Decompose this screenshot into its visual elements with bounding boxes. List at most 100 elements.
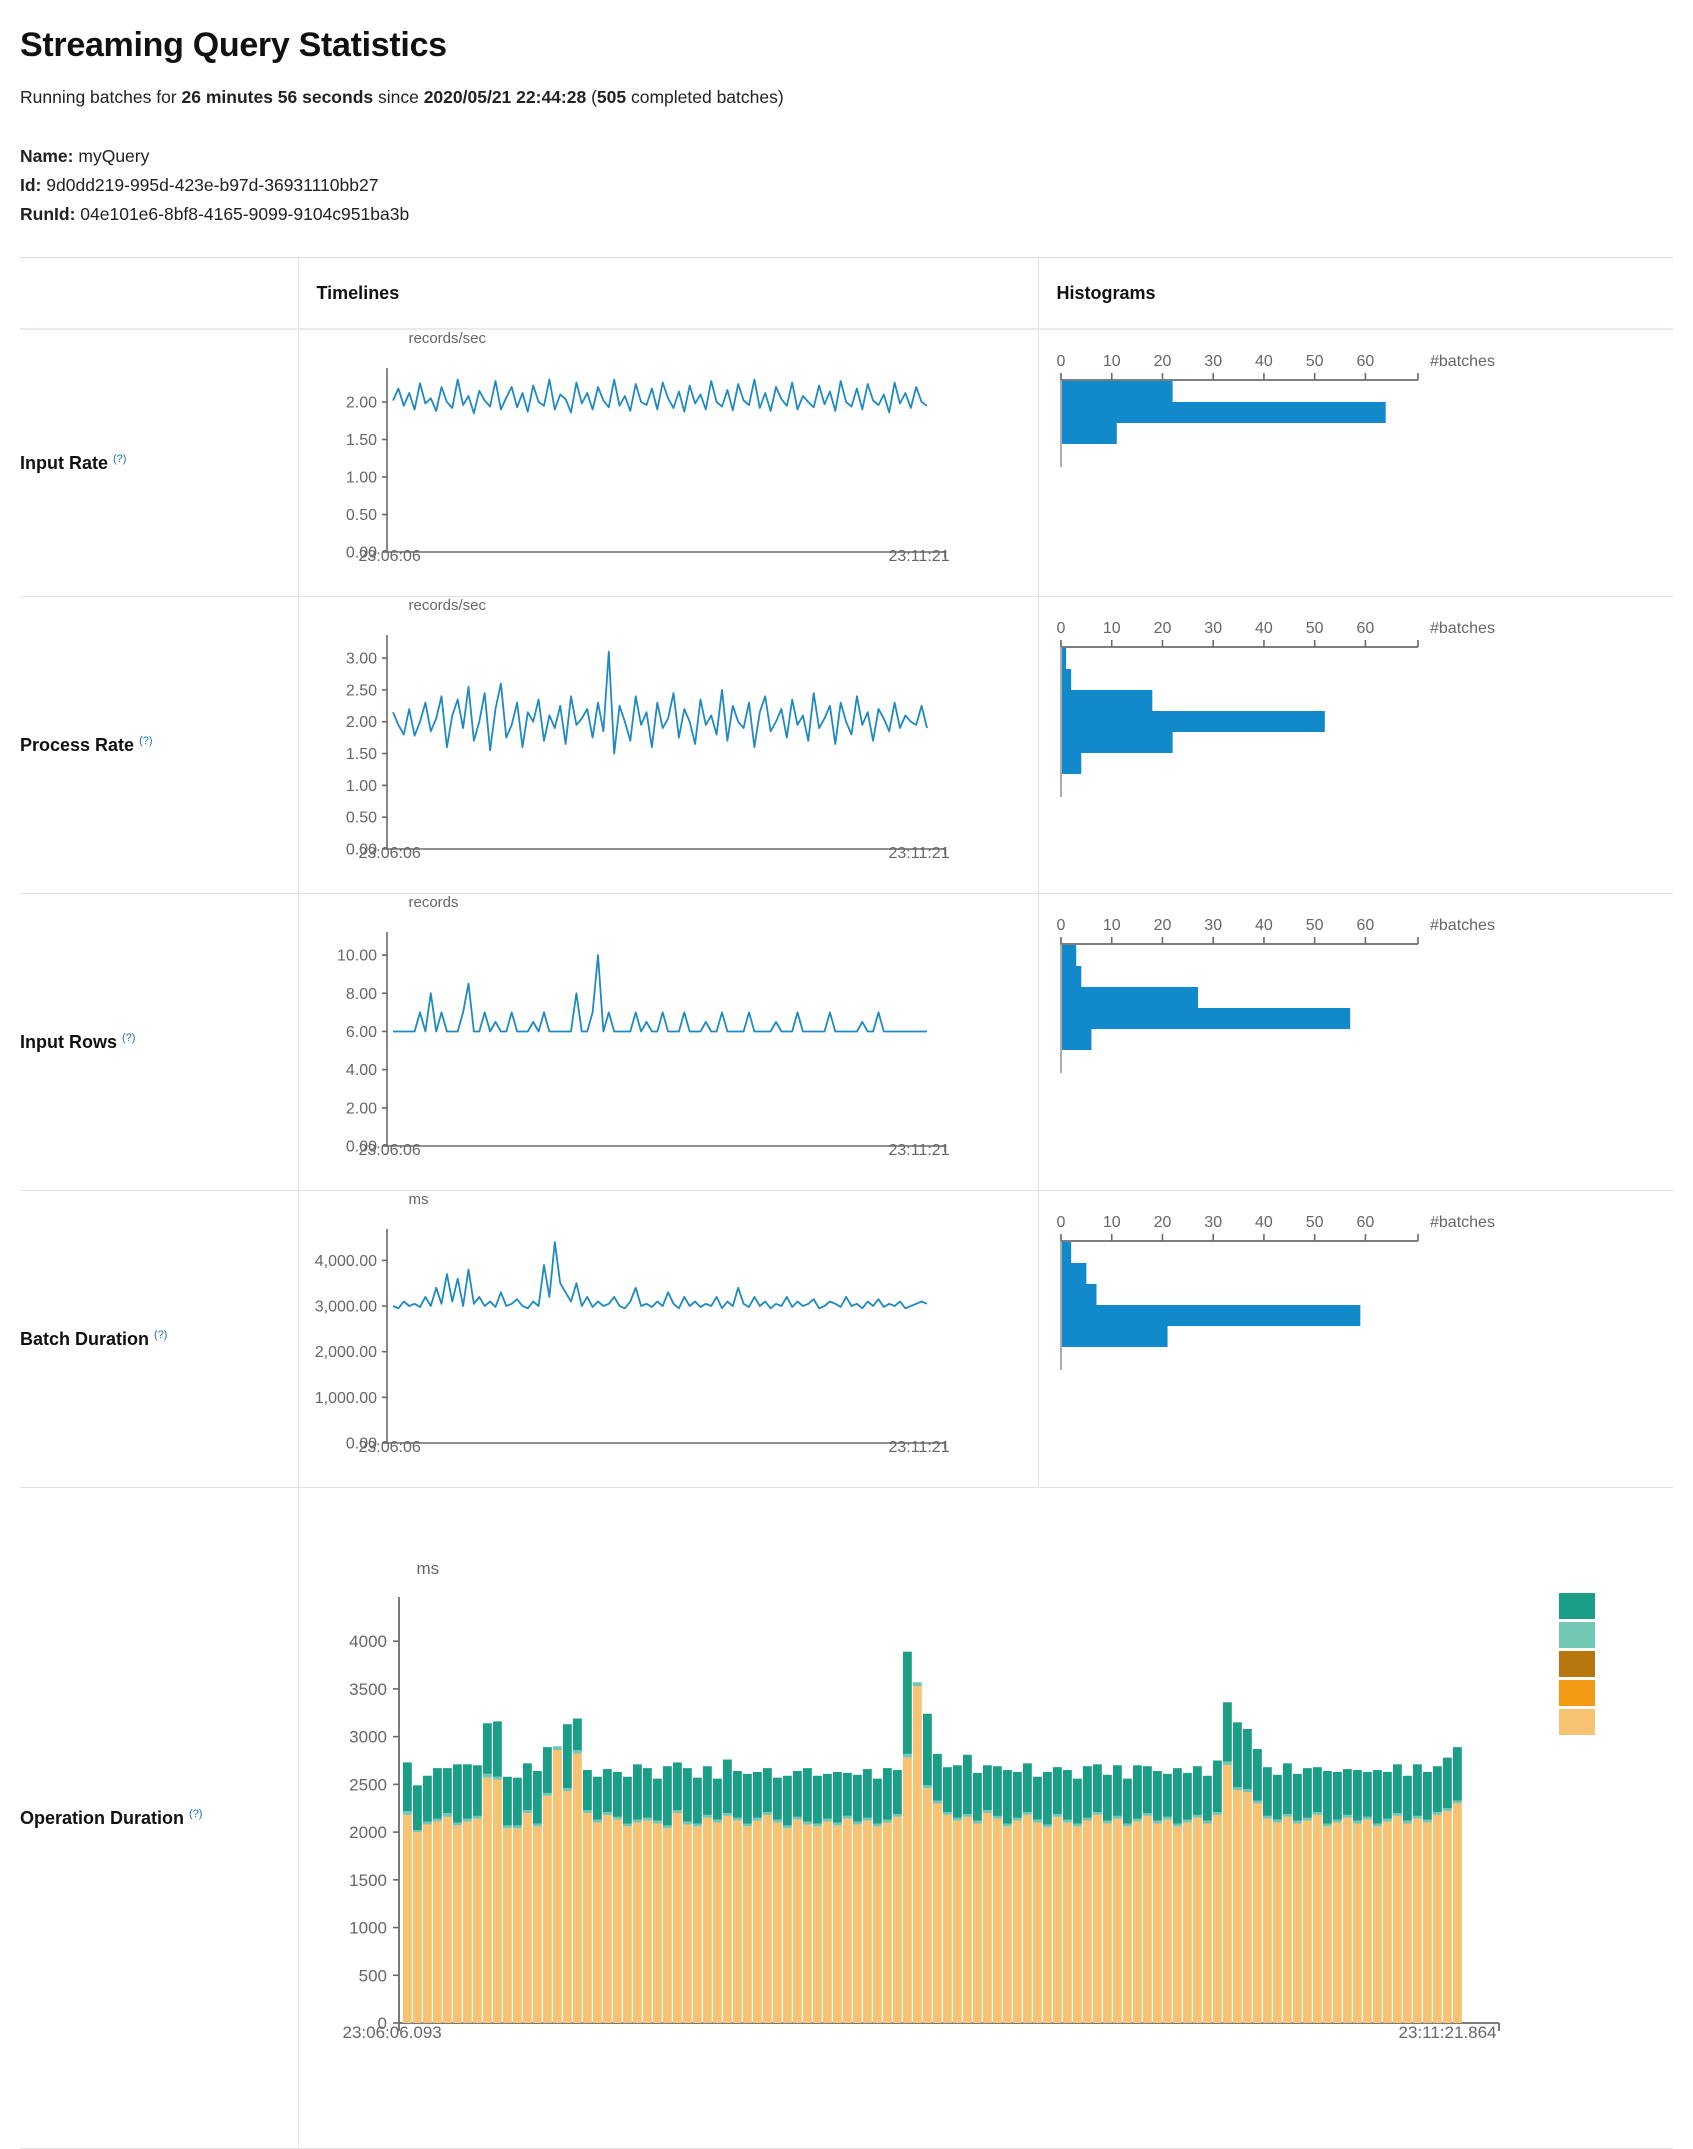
svg-text:30: 30 bbox=[1204, 353, 1222, 370]
svg-text:40: 40 bbox=[1255, 1214, 1273, 1231]
meta-name-value: myQuery bbox=[78, 146, 150, 166]
svg-text:40: 40 bbox=[1255, 353, 1273, 370]
svg-text:60: 60 bbox=[1356, 917, 1374, 934]
timeline-chart-input-rows: 10.00 8.00 6.00 4.00 2.00 0.00 records 23:06:06… bbox=[298, 893, 1039, 1192]
svg-text:0: 0 bbox=[1056, 353, 1065, 370]
operation-duration-chart: 4000 3500 3000 2500 2000 1500 1000 500 0 ms 23:06:… bbox=[298, 1487, 1673, 2149]
summary-suffix: completed batches) bbox=[626, 87, 784, 107]
header-blank bbox=[20, 257, 299, 331]
svg-text:60: 60 bbox=[1356, 620, 1374, 637]
timeline-start-time: 23:06:06 bbox=[358, 845, 421, 863]
table-row: Process Rate (?) 3.00 2.50 2.00 1.50 1.00 0.50… bbox=[20, 596, 1673, 895]
svg-text:1.00: 1.00 bbox=[345, 778, 376, 795]
svg-text:30: 30 bbox=[1204, 1214, 1222, 1231]
timeline-unit-label: ms bbox=[408, 1191, 429, 1209]
svg-text:0.50: 0.50 bbox=[345, 507, 376, 524]
svg-text:2,000.00: 2,000.00 bbox=[314, 1345, 376, 1362]
svg-text:2.00: 2.00 bbox=[345, 715, 376, 732]
row-label-text: Operation Duration bbox=[20, 1807, 185, 1828]
svg-text:20: 20 bbox=[1153, 1214, 1171, 1231]
meta-name-row: Name: myQuery bbox=[20, 142, 1673, 171]
timeline-unit-label: records/sec bbox=[408, 330, 487, 348]
svg-text:3.00: 3.00 bbox=[345, 651, 376, 668]
help-icon[interactable]: (?) bbox=[113, 452, 127, 465]
svg-text:1500: 1500 bbox=[349, 1871, 387, 1890]
table-row: Batch Duration (?) 4,000.00 3,000.00 2,000.… bbox=[20, 1190, 1673, 1489]
svg-text:3000: 3000 bbox=[349, 1728, 387, 1747]
meta-id-label: Id: bbox=[20, 175, 42, 196]
operation-duration-unit-label: ms bbox=[416, 1559, 440, 1579]
summary-duration: 26 minutes 56 seconds bbox=[181, 87, 374, 107]
svg-text:10: 10 bbox=[1102, 917, 1120, 934]
table-row: Operation Duration (?) 4000 3500 3000 2500 20… bbox=[20, 1487, 1673, 2149]
timeline-start-time: 23:06:06 bbox=[358, 548, 421, 566]
svg-text:50: 50 bbox=[1305, 620, 1323, 637]
timeline-chart-batch-duration: 4,000.00 3,000.00 2,000.00 1,000.00 0.00 ms 23… bbox=[298, 1190, 1039, 1489]
timeline-end-time: 23:11:21 bbox=[888, 1439, 950, 1457]
svg-text:0.50: 0.50 bbox=[345, 810, 376, 827]
svg-text:3500: 3500 bbox=[349, 1680, 387, 1699]
help-icon[interactable]: (?) bbox=[189, 1807, 203, 1820]
operation-duration-end-time: 23:11:21.864 bbox=[1398, 2023, 1497, 2043]
svg-text:60: 60 bbox=[1356, 353, 1374, 370]
row-label-process-rate: Process Rate (?) bbox=[20, 596, 299, 895]
histogram-chart-input-rows: 0 10 20 30 40 50 60 #batches bbox=[1038, 893, 1673, 1192]
row-label-batch-duration: Batch Duration (?) bbox=[20, 1190, 299, 1489]
summary-open-paren: ( bbox=[586, 87, 597, 107]
svg-text:4,000.00: 4,000.00 bbox=[314, 1253, 376, 1270]
help-icon[interactable]: (?) bbox=[154, 1328, 168, 1341]
svg-text:0.00: 0.00 bbox=[345, 842, 376, 859]
page-title: Streaming Query Statistics bbox=[20, 26, 447, 64]
svg-text:3,000.00: 3,000.00 bbox=[314, 1299, 376, 1316]
histogram-chart-input-rate: 0 10 20 30 40 50 60 #batches bbox=[1038, 329, 1673, 598]
header-histograms: Histograms bbox=[1038, 257, 1673, 331]
summary-mid: since bbox=[373, 87, 424, 107]
svg-text:8.00: 8.00 bbox=[345, 986, 376, 1003]
row-label-input-rate: Input Rate (?) bbox=[20, 329, 299, 598]
legend-swatch-3[interactable] bbox=[1558, 1651, 1595, 1678]
timeline-start-time: 23:06:06 bbox=[358, 1439, 421, 1457]
svg-text:#batches: #batches bbox=[1430, 917, 1495, 934]
svg-text:0.00: 0.00 bbox=[345, 1436, 376, 1453]
meta-name-label: Name: bbox=[20, 146, 74, 166]
running-batches-summary: Running batches for 26 minutes 56 second… bbox=[20, 87, 1673, 108]
svg-text:1.50: 1.50 bbox=[345, 746, 376, 763]
svg-text:4.00: 4.00 bbox=[345, 1063, 376, 1080]
svg-text:10.00: 10.00 bbox=[336, 948, 376, 965]
meta-runid-label: RunId: bbox=[20, 204, 76, 225]
summary-since-timestamp: 2020/05/21 22:44:28 bbox=[423, 87, 587, 107]
legend-swatch-5[interactable] bbox=[1558, 1709, 1595, 1736]
row-label-text: Process Rate bbox=[20, 734, 135, 755]
svg-text:10: 10 bbox=[1102, 353, 1120, 370]
header-timelines: Timelines bbox=[298, 257, 1039, 331]
row-label-text: Input Rows bbox=[20, 1031, 117, 1052]
svg-text:30: 30 bbox=[1204, 917, 1222, 934]
legend-swatch-4[interactable] bbox=[1558, 1680, 1595, 1707]
svg-text:0: 0 bbox=[1056, 917, 1065, 934]
timeline-start-time: 23:06:06 bbox=[358, 1142, 421, 1160]
timeline-end-time: 23:11:21 bbox=[888, 1142, 950, 1160]
svg-text:10: 10 bbox=[1102, 1214, 1120, 1231]
svg-text:#batches: #batches bbox=[1430, 620, 1495, 637]
svg-text:50: 50 bbox=[1305, 353, 1323, 370]
svg-text:40: 40 bbox=[1255, 620, 1273, 637]
help-icon[interactable]: (?) bbox=[139, 734, 153, 747]
svg-text:30: 30 bbox=[1204, 620, 1222, 637]
svg-text:6.00: 6.00 bbox=[345, 1024, 376, 1041]
svg-text:500: 500 bbox=[358, 1967, 386, 1986]
svg-text:1,000.00: 1,000.00 bbox=[314, 1390, 376, 1407]
row-label-operation-duration: Operation Duration (?) bbox=[20, 1487, 299, 2149]
svg-text:1000: 1000 bbox=[349, 1919, 387, 1938]
legend-swatch-1[interactable] bbox=[1558, 1593, 1595, 1620]
svg-text:40: 40 bbox=[1255, 917, 1273, 934]
query-metadata: Name: myQuery Id: 9d0dd219-995d-423e-b97… bbox=[20, 142, 1673, 229]
legend-swatch-2[interactable] bbox=[1558, 1622, 1595, 1649]
timeline-chart-input-rate: 2.00 1.50 1.00 0.50 0.00 records/sec 23:06:06 2… bbox=[298, 329, 1039, 598]
timeline-end-time: 23:11:21 bbox=[888, 548, 950, 566]
timeline-chart-process-rate: 3.00 2.50 2.00 1.50 1.00 0.50 0.00 records/sec 2… bbox=[298, 596, 1039, 895]
help-icon[interactable]: (?) bbox=[122, 1031, 136, 1044]
meta-id-row: Id: 9d0dd219-995d-423e-b97d-36931110bb27 bbox=[20, 171, 1673, 200]
svg-text:20: 20 bbox=[1153, 620, 1171, 637]
svg-text:#batches: #batches bbox=[1430, 353, 1495, 370]
